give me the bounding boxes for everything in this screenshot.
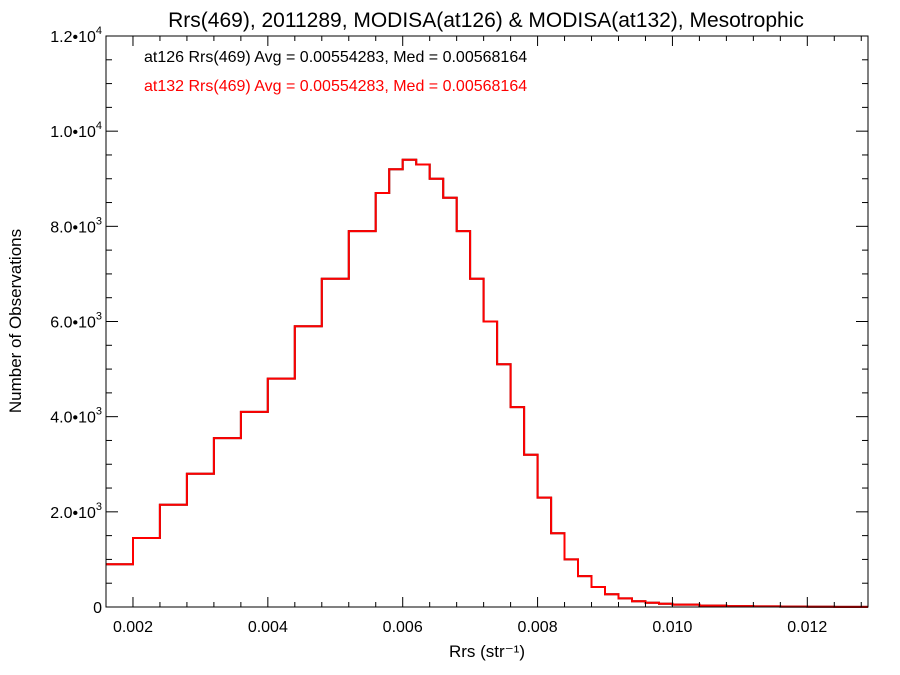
x-tick-label: 0.010 [652, 619, 692, 636]
y-tick-label: 6.0•103 [50, 311, 102, 332]
x-tick-label: 0.012 [787, 619, 827, 636]
y-tick-label: 0 [93, 600, 102, 617]
plot-area [106, 158, 868, 608]
x-tick-label: 0.002 [113, 619, 153, 636]
x-tick-label: 0.004 [248, 619, 288, 636]
y-tick-label: 8.0•103 [50, 215, 102, 236]
x-tick-label: 0.006 [383, 619, 423, 636]
chart-title: Rrs(469), 2011289, MODISA(at126) & MODIS… [168, 9, 804, 32]
x-axis-label: Rrs (str⁻¹) [449, 642, 525, 661]
y-axis-label: Number of Observations [6, 229, 25, 413]
annotation-at126: at126 Rrs(469) Avg = 0.00554283, Med = 0… [144, 49, 527, 66]
x-axis: 0.002 0.004 0.006 0.008 0.010 0.012 [105, 36, 862, 636]
series-line-at132 [106, 158, 868, 608]
x-tick-label: 0.008 [518, 619, 558, 636]
y-tick-label: 1.0•104 [50, 120, 102, 141]
y-tick-label: 1.2•104 [50, 25, 102, 46]
annotation-at132: at132 Rrs(469) Avg = 0.00554283, Med = 0… [144, 78, 527, 95]
y-tick-label: 2.0•103 [50, 501, 102, 522]
y-tick-label: 4.0•103 [50, 406, 102, 427]
y-axis: 0 2.0•103 4.0•103 6.0•103 8.0•103 1.0•104 1.2•… [50, 25, 868, 617]
